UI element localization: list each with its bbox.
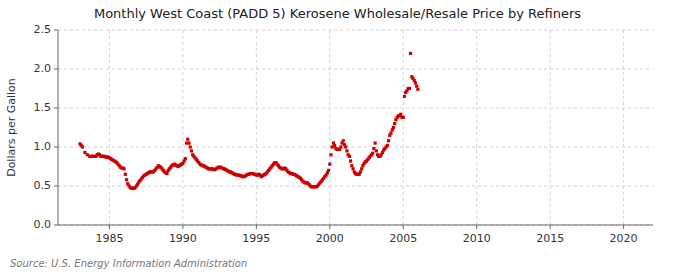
point: [190, 149, 193, 152]
point: [360, 167, 363, 170]
point: [189, 145, 192, 148]
point: [187, 142, 190, 145]
x-tick: [476, 225, 477, 229]
source-note: Source: U.S. Energy Information Administ…: [10, 258, 247, 269]
point: [387, 139, 390, 142]
x-tick: [403, 225, 404, 229]
x-tick: [623, 225, 624, 229]
y-axis-line: [58, 30, 59, 225]
point: [359, 170, 362, 173]
x-tick: [329, 225, 330, 229]
point: [165, 172, 168, 175]
point: [329, 153, 332, 156]
grid: [58, 30, 653, 225]
point: [327, 169, 330, 172]
x-tick-label: 2020: [610, 232, 638, 245]
point: [333, 144, 336, 147]
y-grid-line: [58, 108, 653, 109]
point: [386, 144, 389, 147]
x-grid-line: [623, 30, 624, 225]
point: [351, 167, 354, 170]
point: [345, 149, 348, 152]
y-tick: [54, 147, 58, 148]
x-grid-line: [476, 30, 477, 225]
x-tick-label: 1985: [95, 232, 123, 245]
y-grid-line: [58, 30, 653, 31]
point: [339, 145, 342, 148]
point: [342, 139, 345, 142]
y-grid-line: [58, 186, 653, 187]
point: [349, 159, 352, 162]
y-tick: [54, 108, 58, 109]
x-grid-line: [550, 30, 551, 225]
point: [184, 157, 187, 160]
y-tick-label: 0.5: [34, 179, 52, 192]
x-axis-line: [58, 225, 653, 226]
point: [415, 85, 418, 88]
y-tick-label: 1.0: [34, 140, 52, 153]
y-grid-line: [58, 69, 653, 70]
x-tick: [109, 225, 110, 229]
x-grid-line: [403, 30, 404, 225]
y-axis-label: Dollars per Gallon: [5, 78, 18, 177]
point: [125, 178, 128, 181]
y-tick-label: 2.5: [34, 23, 52, 36]
y-tick: [54, 30, 58, 31]
point: [402, 116, 405, 119]
x-tick-label: 2005: [389, 232, 417, 245]
point: [399, 113, 402, 116]
axes: 0.0 0.5 1.0 1.5 2.0 2.5 1985 1990 1995 2000 2005 20…: [34, 23, 654, 245]
point: [414, 81, 417, 84]
point: [328, 163, 331, 166]
point: [408, 87, 411, 90]
y-tick: [54, 69, 58, 70]
chart: 0.0 0.5 1.0 1.5 2.0 2.5 1985 1990 1995 2000 2005 20…: [0, 0, 675, 275]
point: [392, 126, 395, 129]
x-grid-line: [329, 30, 330, 225]
point: [393, 122, 396, 125]
point: [371, 152, 374, 155]
point: [416, 88, 419, 91]
y-tick-label: 1.5: [34, 101, 52, 114]
point: [344, 145, 347, 148]
point: [348, 155, 351, 158]
title: Monthly West Coast (PADD 5) Kerosene Who…: [94, 6, 581, 21]
y-tick: [54, 225, 58, 226]
point: [81, 145, 84, 148]
y-grid-line: [58, 225, 653, 226]
x-tick: [256, 225, 257, 229]
y-tick-label: 0.0: [34, 218, 52, 231]
x-tick: [550, 225, 551, 229]
x-grid-line: [109, 30, 110, 225]
x-tick-label: 2000: [316, 232, 344, 245]
point: [403, 95, 406, 98]
point: [375, 149, 378, 152]
y-grid-line: [58, 147, 653, 148]
x-tick-label: 1990: [169, 232, 197, 245]
points: [78, 52, 419, 190]
point: [350, 164, 353, 167]
point: [409, 52, 412, 55]
point: [389, 131, 392, 134]
x-tick-label: 2010: [463, 232, 491, 245]
point: [186, 138, 189, 141]
x-grid-line: [256, 30, 257, 225]
x-tick: [182, 225, 183, 229]
x-tick-label: 2015: [536, 232, 564, 245]
x-tick-label: 1995: [242, 232, 270, 245]
point: [124, 173, 127, 176]
point: [373, 142, 376, 145]
x-grid-line: [182, 30, 183, 225]
point: [123, 167, 126, 170]
y-tick-label: 2.0: [34, 62, 52, 75]
y-tick: [54, 186, 58, 187]
